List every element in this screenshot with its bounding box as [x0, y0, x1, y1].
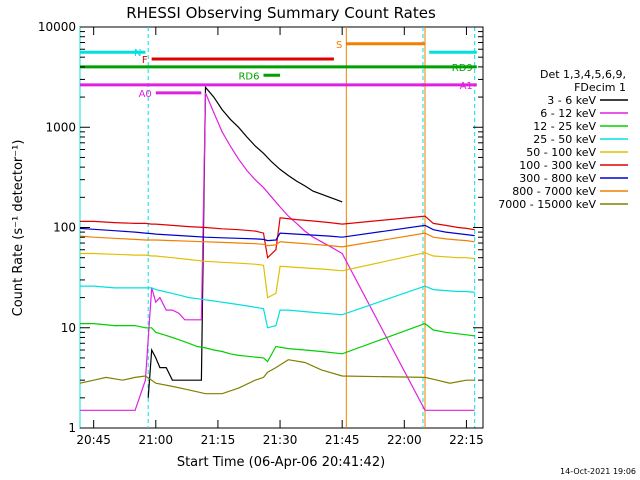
series-line-7 [79, 232, 475, 248]
series-line-3 [80, 285, 475, 329]
y-axis-label: Count Rate (s⁻¹ detector⁻¹) [11, 140, 26, 317]
flag-bars: N S F RD9 RD6 A0 A1 [80, 40, 477, 100]
axes: 20:45 21:00 21:15 21:30 21:45 22:00 22:15 1 10 10… [38, 20, 484, 447]
legend-label-3: 25 - 50 keV [533, 133, 596, 146]
x-tick-label-3: 21:30 [263, 433, 298, 447]
y-tick-label-3: 1000 [45, 120, 76, 134]
legend-label-8: 7000 - 15000 keV [498, 198, 596, 211]
series-lines [79, 85, 475, 411]
x-tick-label-4: 21:45 [325, 433, 360, 447]
series-line-0 [147, 85, 343, 398]
legend-label-5: 100 - 300 keV [519, 159, 596, 172]
date-stamp: 14-Oct-2021 19:06 [560, 467, 636, 476]
y-tick-label-1: 10 [61, 321, 76, 335]
legend-header-0: Det 1,3,4,5,6,9, [540, 68, 626, 81]
plot-frame [79, 26, 484, 429]
flag-label-2: F [142, 55, 148, 66]
x-tick-label-2: 21:15 [201, 433, 236, 447]
chart-title: RHESSI Observing Summary Count Rates [126, 4, 436, 22]
x-tick-label-0: 20:45 [76, 433, 111, 447]
legend-label-7: 800 - 7000 keV [512, 185, 596, 198]
y-tick-label-4: 10000 [38, 20, 76, 34]
flag-label-1: S [336, 40, 342, 51]
x-tick-label-6: 22:15 [449, 433, 484, 447]
x-tick-label-1: 21:00 [138, 433, 173, 447]
series-line-5 [80, 215, 475, 259]
vertical-markers [79, 27, 476, 428]
legend-label-4: 50 - 100 keV [526, 146, 596, 159]
flag-label-5: A0 [139, 89, 152, 100]
series-line-1 [80, 92, 475, 411]
flag-label-4: RD6 [238, 71, 259, 82]
series-line-2 [80, 322, 475, 363]
x-tick-label-5: 22:00 [387, 433, 422, 447]
x-axis-label: Start Time (06-Apr-06 20:41:42) [177, 455, 385, 470]
y-tick-label-2: 100 [53, 221, 76, 235]
y-tick-label-0: 1 [68, 421, 76, 435]
legend-label-2: 12 - 25 keV [533, 120, 596, 133]
series-line-4 [80, 252, 475, 299]
legend-label-1: 6 - 12 keV [540, 107, 596, 120]
flag-label-6: A1 [460, 81, 473, 92]
flag-label-3: RD9 [452, 63, 473, 74]
legend-header-1: FDecim 1 [574, 81, 626, 94]
legend-label-0: 3 - 6 keV [547, 94, 596, 107]
flag-label-0: N [134, 48, 141, 59]
series-line-6 [79, 224, 475, 242]
legend-label-6: 300 - 800 keV [519, 172, 596, 185]
series-line-8 [79, 359, 475, 395]
